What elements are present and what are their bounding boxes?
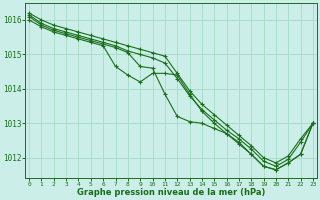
X-axis label: Graphe pression niveau de la mer (hPa): Graphe pression niveau de la mer (hPa) [77,188,265,197]
